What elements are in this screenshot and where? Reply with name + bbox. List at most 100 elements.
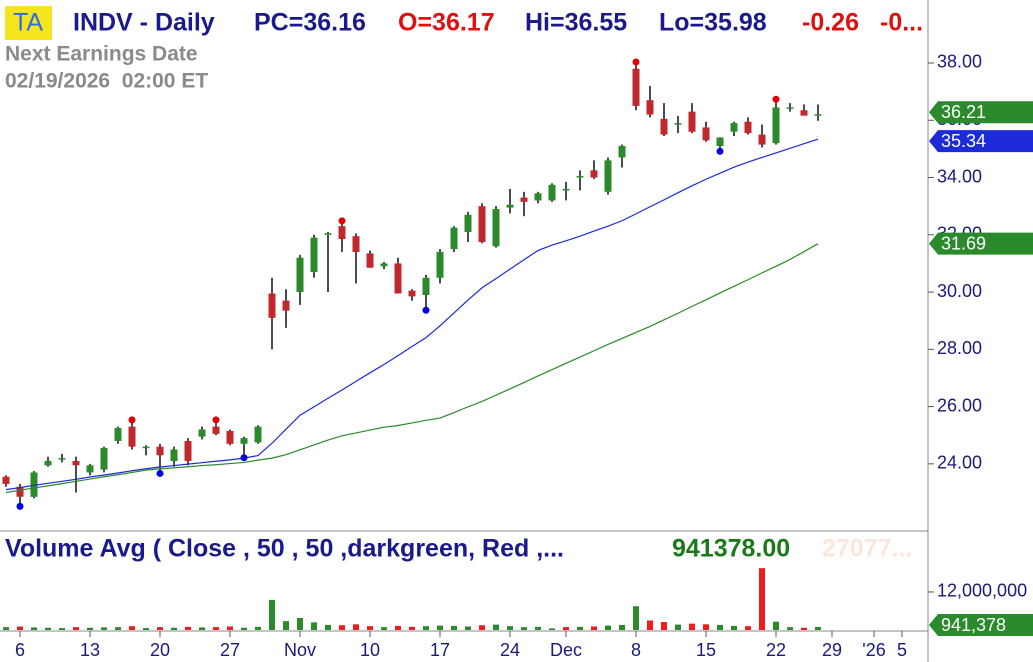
- candle-body: [436, 251, 444, 278]
- y-tick-label: 26.00: [937, 395, 982, 415]
- volume-bar: [661, 622, 667, 630]
- x-tick-label: 24: [500, 640, 520, 660]
- x-tick-label: 10: [360, 640, 380, 660]
- volume-bar: [549, 628, 555, 630]
- volume-bar: [605, 625, 611, 630]
- candle-body: [618, 146, 626, 158]
- y-tick-label: 34.00: [937, 166, 982, 186]
- volume-bar: [395, 625, 401, 630]
- candle-body: [16, 486, 24, 497]
- candle-body: [2, 476, 10, 484]
- candle-body: [632, 68, 640, 106]
- candle-body: [492, 209, 500, 247]
- candle-body: [688, 111, 696, 132]
- candle-body: [156, 446, 164, 456]
- moving-average: [5, 138, 819, 491]
- candle-body: [744, 121, 752, 134]
- volume-bar: [689, 623, 695, 630]
- candle-body: [674, 123, 682, 125]
- volume-bar: [591, 626, 597, 630]
- volume-bar: [213, 627, 219, 630]
- volume-bar: [171, 627, 177, 630]
- candle-body: [324, 233, 332, 235]
- volume-bar: [227, 626, 233, 630]
- earnings-label: Next Earnings Date: [5, 43, 198, 66]
- volume-bar: [87, 627, 93, 630]
- volume-bar: [507, 626, 513, 630]
- pivot-dot: [422, 306, 430, 314]
- volume-bar: [367, 626, 373, 630]
- x-tick-label: 20: [150, 640, 170, 660]
- candle-body: [352, 236, 360, 252]
- candle-body: [702, 127, 710, 141]
- candle-body: [212, 426, 220, 434]
- volume-bar: [409, 626, 415, 630]
- volume-bar: [815, 627, 821, 630]
- candle-body: [296, 257, 304, 293]
- price-tag: [929, 232, 1033, 255]
- candle-body: [380, 263, 388, 267]
- candle-body: [58, 458, 66, 460]
- candle-body: [254, 426, 262, 443]
- high: Hi=36.55: [525, 9, 627, 37]
- low: Lo=35.98: [659, 9, 767, 37]
- volume-bar: [577, 626, 583, 630]
- pivot-dot: [632, 58, 640, 66]
- candle-body: [772, 107, 780, 144]
- volume-bar: [297, 617, 303, 630]
- candle-body: [506, 204, 514, 208]
- volume-bar: [521, 627, 527, 630]
- candle-body: [240, 438, 248, 444]
- candle-body: [758, 134, 766, 145]
- pivot-dot: [212, 416, 220, 424]
- symbol: INDV - Daily: [73, 9, 215, 37]
- volume-bar: [675, 624, 681, 630]
- x-tick-label: 15: [696, 640, 716, 660]
- candle-body: [590, 170, 598, 178]
- volume-bar: [535, 626, 541, 630]
- pivot-dot: [240, 454, 248, 462]
- candle-body: [534, 193, 542, 201]
- pivot-dot: [772, 95, 780, 103]
- y-tick-label: 30.00: [937, 281, 982, 301]
- volume-bar: [353, 624, 359, 630]
- volume-bar: [787, 627, 793, 630]
- volume-bar: [283, 621, 289, 630]
- y-tick-label: 28.00: [937, 338, 982, 358]
- volume-bar: [717, 624, 723, 630]
- badge-bg: [5, 6, 52, 40]
- volume-bar: [101, 627, 107, 630]
- candle-body: [170, 449, 178, 461]
- pivot-dot: [338, 217, 346, 225]
- volume-bar: [325, 624, 331, 630]
- volume-bar: [465, 626, 471, 630]
- volume-value: 941378.00: [672, 535, 790, 563]
- x-tick-label: Dec: [550, 640, 582, 660]
- x-tick-label: 8: [631, 640, 641, 660]
- x-tick-label: 29: [822, 640, 842, 660]
- volume-bar: [311, 622, 317, 630]
- volume-extra: 27077...: [822, 535, 912, 563]
- candle-body: [464, 214, 472, 232]
- price-tag: [929, 101, 1033, 124]
- y-tick-label: 38.00: [937, 52, 982, 72]
- x-tick-label: 5: [897, 640, 907, 660]
- candle-body: [408, 290, 416, 297]
- candle-body: [86, 465, 94, 473]
- candle-body: [576, 176, 584, 178]
- volume-bar: [745, 626, 751, 630]
- volume-bar: [703, 624, 709, 630]
- volume-bar: [479, 625, 485, 630]
- change-pct: -0...: [880, 9, 923, 37]
- volume-bar: [241, 627, 247, 630]
- volume-bar: [3, 627, 9, 630]
- candle-body: [44, 460, 52, 466]
- candle-body: [394, 263, 402, 294]
- volume-bar: [339, 625, 345, 630]
- badge: TA: [13, 9, 43, 37]
- candle-body: [128, 426, 136, 447]
- volume-bar: [451, 625, 457, 630]
- volume-bar: [269, 599, 275, 630]
